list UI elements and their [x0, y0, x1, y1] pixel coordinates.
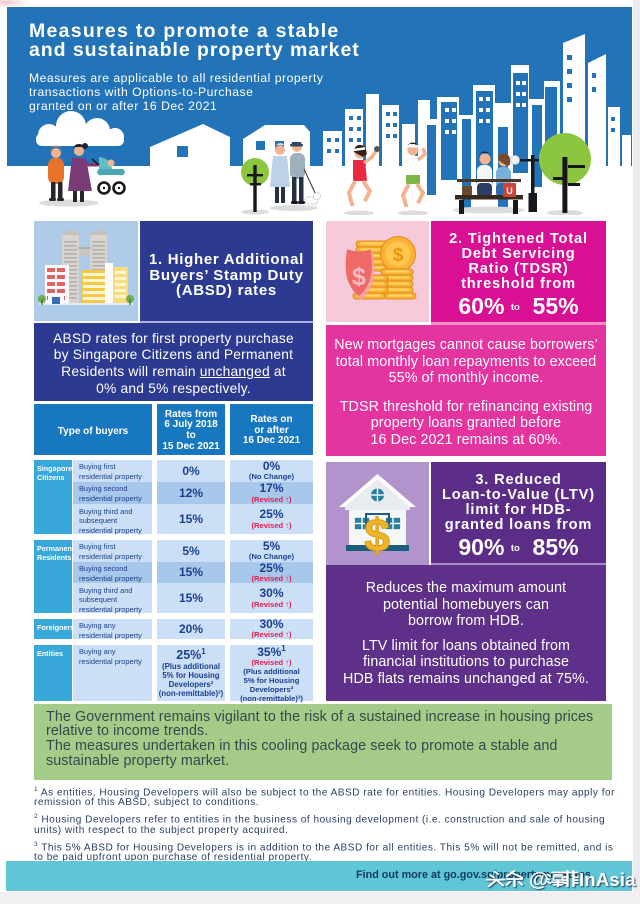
- svg-text:U: U: [506, 186, 513, 196]
- svg-text:@: @: [529, 869, 549, 891]
- svg-text:$: $: [393, 245, 404, 266]
- svg-text:InAsia: InAsia: [579, 869, 636, 890]
- svg-text:$: $: [352, 263, 366, 291]
- svg-text:$: $: [364, 509, 390, 561]
